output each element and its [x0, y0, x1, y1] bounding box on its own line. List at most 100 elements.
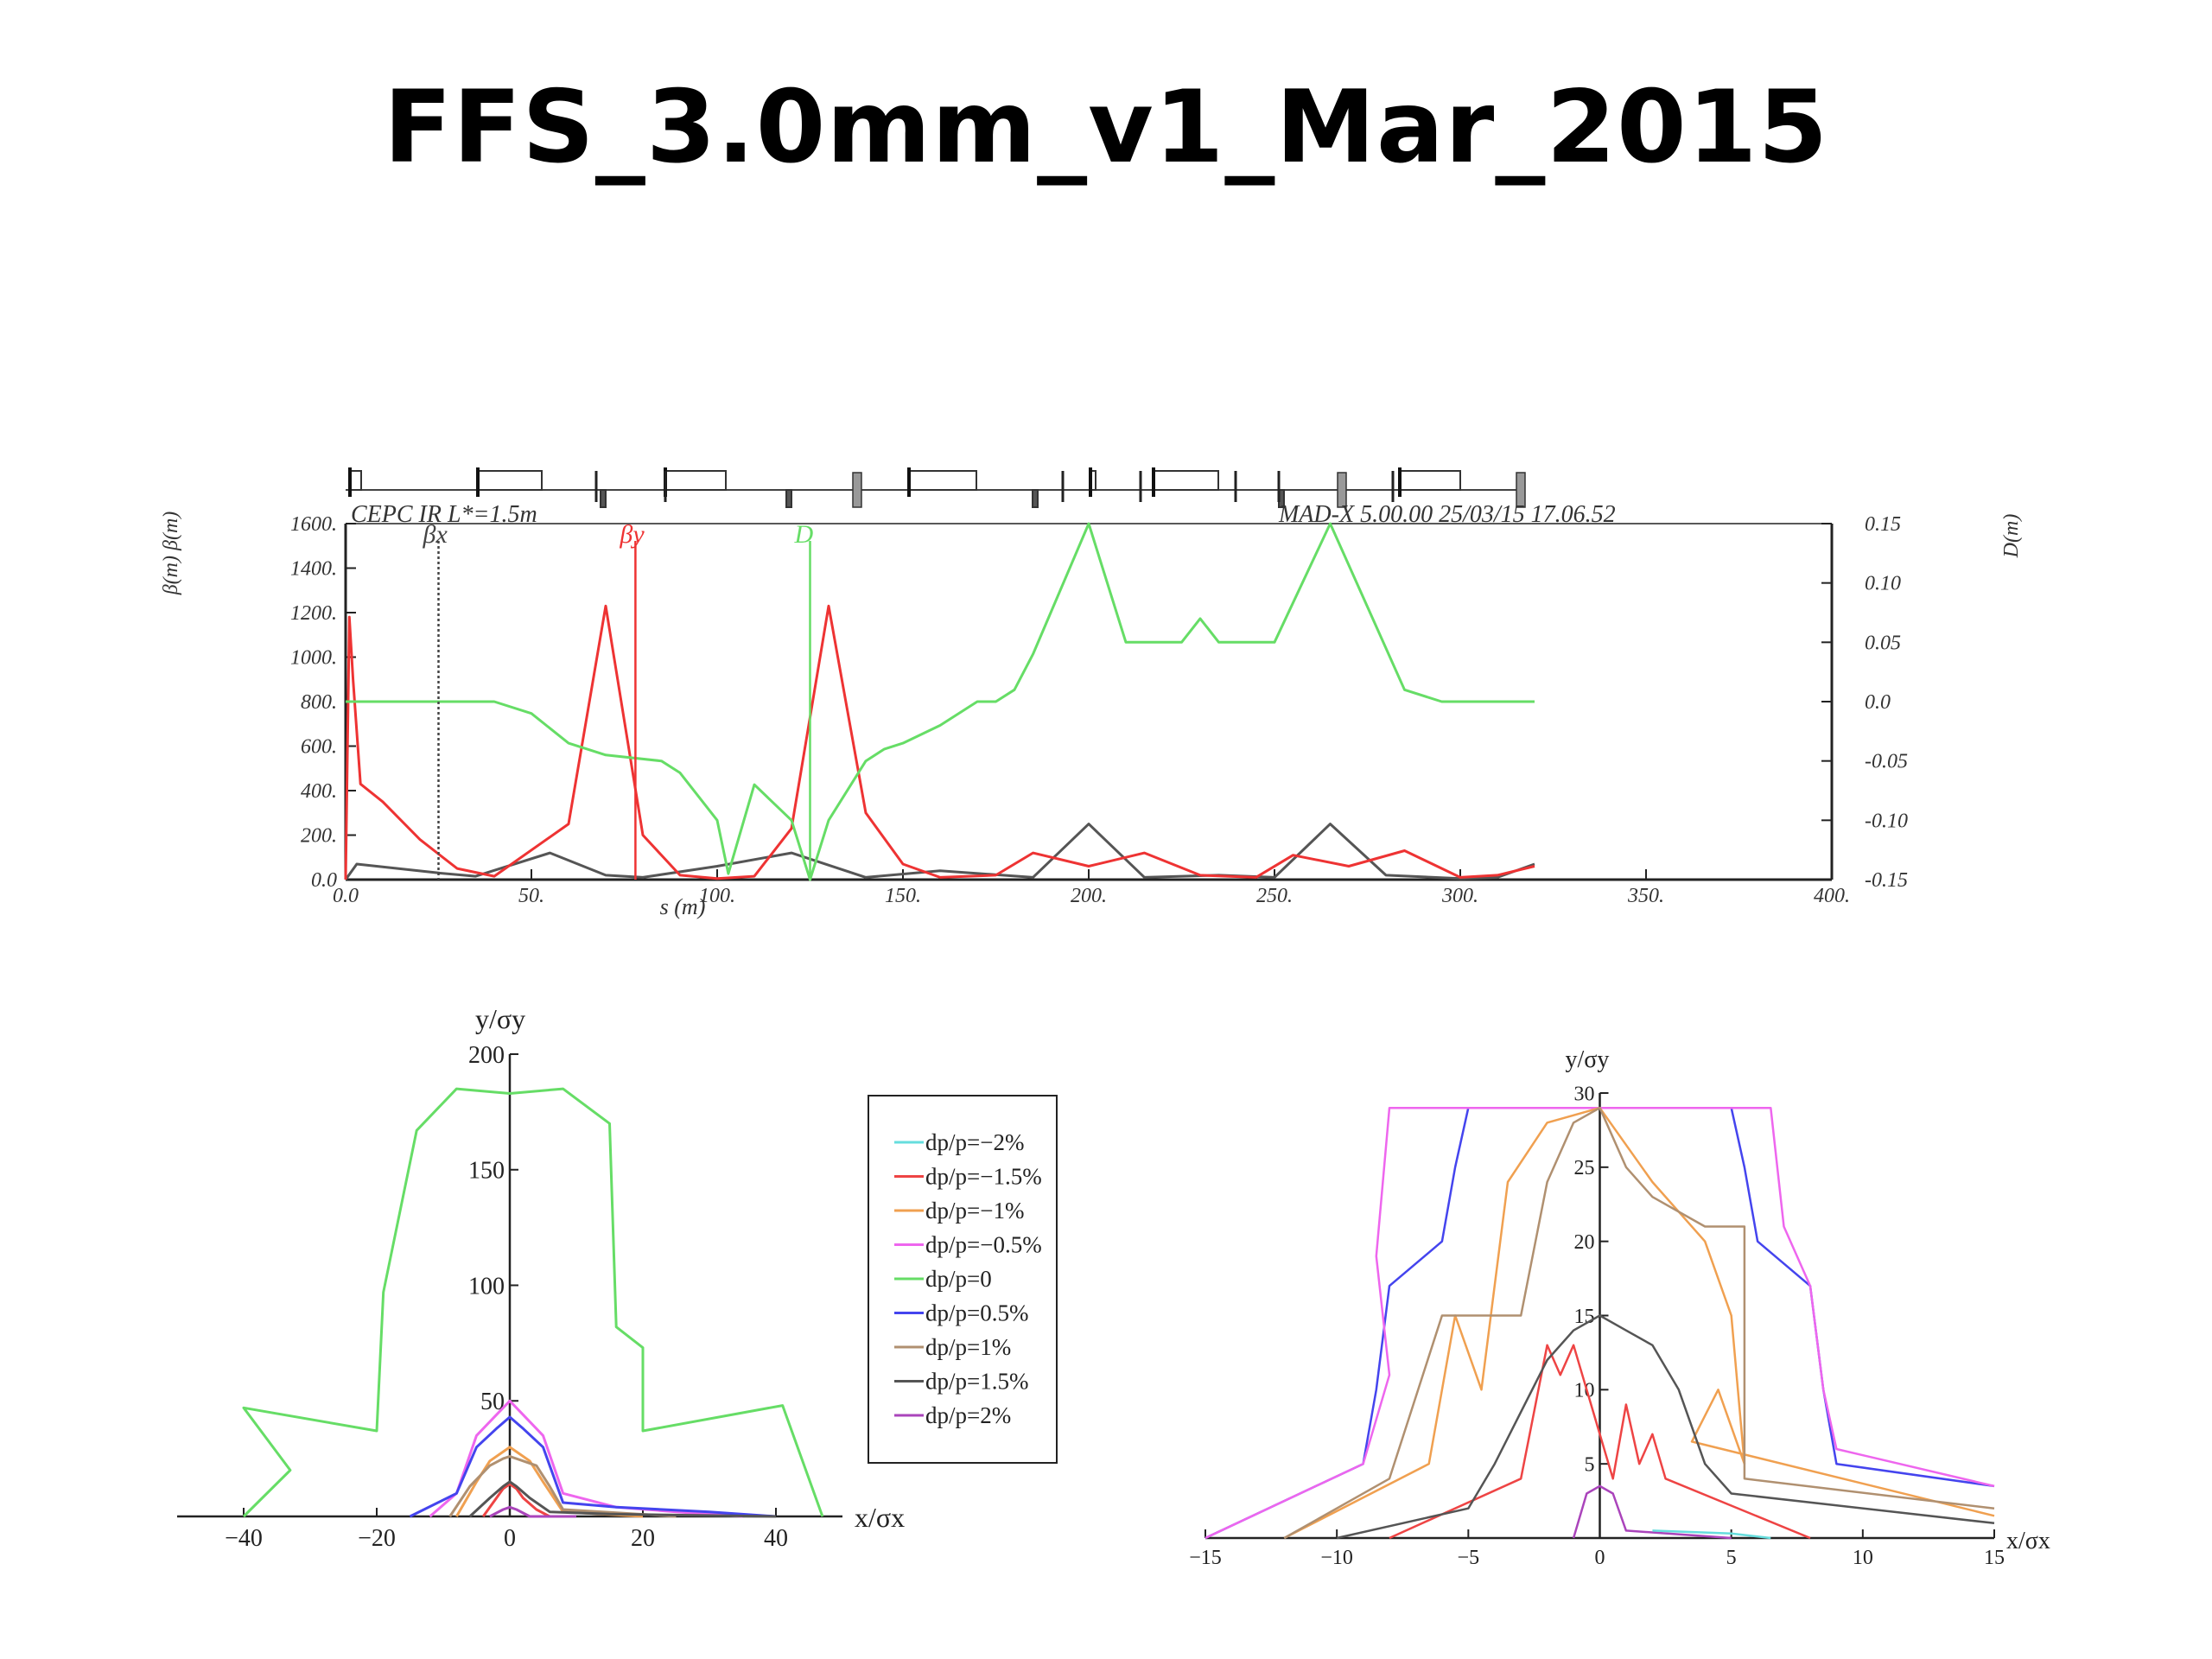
twiss-legend-label: D [794, 520, 814, 549]
twiss-x-tick-label: 400. [1814, 885, 1850, 907]
aperture-x-tick-label: −20 [358, 1525, 396, 1552]
lattice-quadrupole [908, 470, 977, 491]
twiss-series-beta-y [344, 604, 1535, 880]
aperture-x-tick-label: −10 [1320, 1547, 1353, 1569]
twiss-series [344, 522, 1535, 881]
twiss-ticks: 0.0 50. 100. 150. 200. 250. 300. 350. 400. 0.0 200… [290, 513, 1908, 907]
aperture-y-tick-label: 200 [468, 1042, 505, 1069]
aperture-x-tick-label: 0 [1595, 1547, 1605, 1569]
aperture-wide-series [242, 1087, 824, 1518]
twiss-x-tick-label: 350. [1627, 885, 1664, 907]
aperture-series-line [409, 1415, 777, 1518]
twiss-x-tick-label: 250. [1256, 885, 1293, 907]
aperture-x-tick-label: 10 [1853, 1547, 1873, 1569]
aperture-x-tick-label: −5 [1458, 1547, 1480, 1569]
aperture-y-tick-label: 25 [1574, 1157, 1595, 1179]
aperture-series-line [1336, 1314, 1995, 1540]
slide-title: FFS_3.0mm_v1_Mar_2015 [383, 69, 1829, 186]
aperture-legend-label: dp/p=1.5% [925, 1369, 1028, 1395]
twiss-y-tick-label-right: -0.10 [1865, 810, 1908, 832]
aperture-y-tick-label: 100 [468, 1273, 505, 1300]
twiss-series-beta-x [344, 823, 1535, 880]
aperture-legend-label: dp/p=0 [925, 1266, 992, 1292]
aperture-legend-label: dp/p=1% [925, 1334, 1011, 1360]
aperture-y-tick-label: 150 [468, 1158, 505, 1185]
aperture-legend-label: dp/p=−1% [925, 1198, 1024, 1224]
twiss-y-tick-label-left: 1400. [290, 558, 337, 581]
lattice-element-bar [346, 467, 1526, 508]
aperture-series-line [468, 1480, 777, 1518]
twiss-y-tick-label-left: 400. [301, 780, 337, 803]
twiss-y-axis-label-right: D(m) [2000, 514, 2023, 559]
twiss-x-tick-label: 0.0 [333, 885, 359, 907]
aperture-legend-label: dp/p=−0.5% [925, 1232, 1042, 1258]
lattice-bend [1516, 472, 1526, 508]
twiss-y-tick-label-left: 1200. [290, 602, 337, 625]
aperture-legend-label: dp/p=−2% [925, 1129, 1024, 1155]
aperture-series-line [1389, 1344, 1811, 1540]
lattice-sextupole [600, 489, 607, 508]
twiss-y-tick-label-left: 800. [301, 691, 337, 714]
aperture-x-tick-label: −40 [225, 1525, 263, 1552]
lattice-bend [1337, 472, 1347, 508]
aperture-series-line [429, 1399, 743, 1518]
aperture-x-tick-label: 15 [1984, 1547, 2005, 1569]
aperture-series-line [481, 1483, 550, 1518]
lattice-quadrupole [477, 470, 543, 491]
aperture-series-line [242, 1087, 824, 1518]
twiss-x-tick-label: 150. [885, 885, 921, 907]
lattice-sextupole [1032, 489, 1039, 508]
twiss-legend-label: βx [423, 520, 448, 549]
lattice-sextupole [785, 489, 792, 508]
twiss-y-tick-label-left: 1600. [290, 513, 337, 536]
twiss-legend-label: βy [619, 520, 645, 549]
aperture-legend: dp/p=−2% dp/p=−1.5% dp/p=−1% dp/p=−0.5% dp/p… [894, 1129, 1042, 1428]
aperture-series-line [1205, 1106, 1995, 1540]
aperture-x-tick-label: 40 [764, 1525, 788, 1552]
aperture-wide-y-axis-label: y/σy [475, 1003, 525, 1034]
twiss-y-tick-label-left: 0.0 [311, 869, 337, 892]
aperture-series-line [1572, 1484, 1732, 1540]
aperture-series-line [489, 1505, 576, 1518]
aperture-y-tick-label: 5 [1585, 1454, 1595, 1477]
aperture-series-line [1283, 1106, 1995, 1540]
twiss-x-tick-label: 200. [1071, 885, 1107, 907]
aperture-legend-label: dp/p=2% [925, 1402, 1011, 1428]
aperture-y-tick-label: 30 [1574, 1083, 1595, 1105]
twiss-y-tick-label-left: 200. [301, 825, 337, 848]
twiss-x-tick-label: 50. [518, 885, 544, 907]
lattice-quadrupole [664, 470, 727, 491]
aperture-x-tick-label: 20 [631, 1525, 655, 1552]
twiss-y-tick-label-right: 0.05 [1865, 632, 1901, 654]
twiss-y-tick-label-left: 600. [301, 736, 337, 759]
twiss-y-tick-label-right: -0.05 [1865, 751, 1908, 773]
lattice-quadrupole [1153, 470, 1219, 491]
aperture-series-line [448, 1455, 677, 1518]
aperture-series-line [1283, 1106, 1995, 1540]
lattice-quadrupole [1399, 470, 1461, 491]
aperture-series-line [1652, 1529, 1771, 1540]
aperture-x-tick-label: 0 [504, 1525, 516, 1552]
twiss-y-tick-label-left: 1000. [290, 647, 337, 670]
aperture-legend-label: dp/p=−1.5% [925, 1164, 1042, 1190]
twiss-y-tick-label-right: 0.0 [1865, 691, 1891, 714]
lattice-bend [852, 472, 862, 508]
aperture-zoom-series [1205, 1106, 1995, 1540]
aperture-legend-label: dp/p=0.5% [925, 1300, 1028, 1326]
aperture-x-tick-label: −15 [1189, 1547, 1222, 1569]
aperture-x-tick-label: 5 [1726, 1547, 1737, 1569]
aperture-wide-x-axis-label: x/σx [855, 1502, 905, 1533]
twiss-chart: CEPC IR L*=1.5m MAD-X 5.00.00 25/03/15 1… [160, 467, 2023, 919]
twiss-legend: βx βy D [423, 520, 814, 880]
twiss-y-tick-label-right: -0.15 [1865, 869, 1908, 892]
aperture-zoom-x-axis-label: x/σx [2006, 1528, 2050, 1554]
twiss-x-tick-label: 100. [699, 885, 735, 907]
twiss-x-axis-label: s (m) [660, 894, 706, 919]
aperture-zoom-y-axis-label: y/σy [1566, 1046, 1610, 1073]
twiss-y-tick-label-right: 0.15 [1865, 513, 1901, 536]
